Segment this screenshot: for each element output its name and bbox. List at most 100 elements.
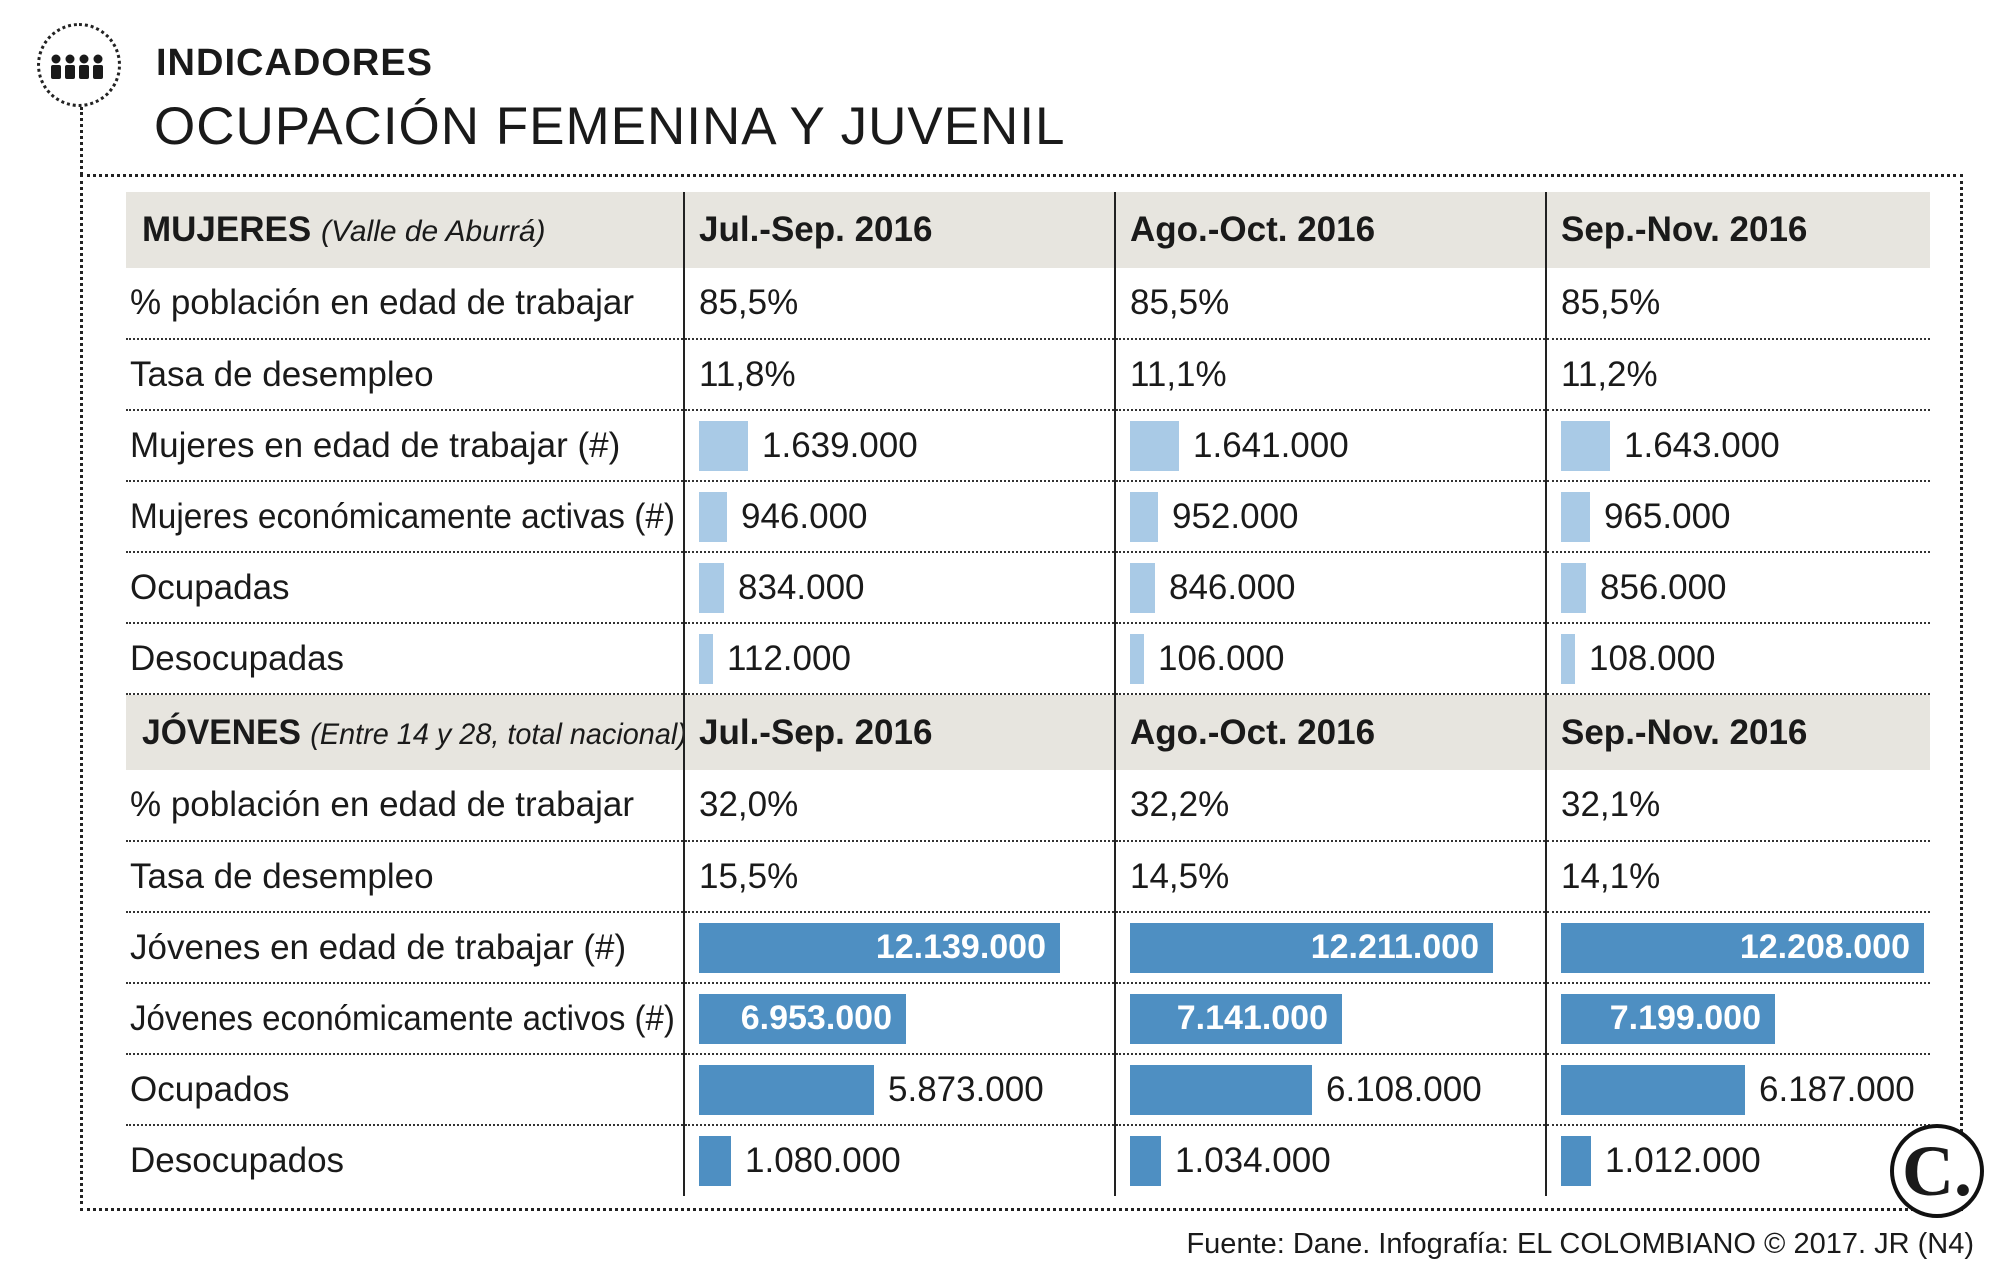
data-bar bbox=[1561, 491, 1590, 542]
bar-wrap: 1.012.000 bbox=[1561, 1136, 1930, 1186]
row-label: Ocupados bbox=[126, 1054, 684, 1126]
people-group-icon bbox=[37, 23, 121, 107]
bar-cell: 1.080.000 bbox=[683, 1125, 1115, 1196]
row-label: Tasa de desempleo bbox=[126, 841, 684, 913]
bar-cell: 106.000 bbox=[1114, 623, 1546, 695]
bar-value-label: 946.000 bbox=[741, 496, 868, 536]
value-cell: 11,1% bbox=[1114, 339, 1546, 411]
table-row: Desocupadas 112.000 106.000 108.000 bbox=[126, 623, 1930, 695]
row-label: Desocupadas bbox=[126, 623, 684, 695]
row-label: Jóvenes en edad de trabajar (#) bbox=[126, 912, 684, 984]
value-cell: 14,1% bbox=[1545, 841, 1930, 913]
value-cell: 32,1% bbox=[1545, 770, 1930, 842]
data-bar: 12.211.000 bbox=[1130, 922, 1493, 973]
data-bar: 12.208.000 bbox=[1561, 922, 1924, 973]
infographic-frame bbox=[80, 174, 1963, 1211]
table-row: Jóvenes económicamente activos (#) 6.953.… bbox=[126, 983, 1930, 1055]
data-bar bbox=[1130, 420, 1179, 471]
period-header: Jul.-Sep. 2016 bbox=[683, 192, 1115, 268]
row-label: Tasa de desempleo bbox=[126, 339, 684, 411]
bar-value-label: 1.012.000 bbox=[1605, 1141, 1761, 1180]
value-cell: 14,5% bbox=[1114, 841, 1546, 913]
section-note: (Valle de Aburrá) bbox=[320, 215, 546, 248]
bar-value-label: 106.000 bbox=[1158, 638, 1285, 678]
bar-value-label: 12.211.000 bbox=[1310, 928, 1479, 966]
bar-wrap: 1.080.000 bbox=[699, 1136, 1114, 1186]
bar-value-label: 7.199.000 bbox=[1609, 999, 1761, 1037]
bar-value-label: 965.000 bbox=[1604, 496, 1731, 536]
value-cell: 11,8% bbox=[683, 339, 1115, 411]
section-header-row: MUJERES (Valle de Aburrá) Jul.-Sep. 2016 A… bbox=[126, 192, 1930, 268]
bar-wrap: 1.641.000 bbox=[1130, 420, 1545, 471]
bar-cell: 7.141.000 bbox=[1114, 983, 1546, 1055]
data-bar bbox=[699, 420, 748, 471]
section-header-row: JÓVENES (Entre 14 y 28, total nacional) J… bbox=[126, 694, 1930, 770]
table-row: Tasa de desempleo 15,5% 14,5% 14,1% bbox=[126, 841, 1930, 913]
bar-wrap: 12.208.000 bbox=[1561, 922, 1930, 973]
section-kicker: INDICADORES bbox=[156, 42, 434, 84]
bar-cell: 1.034.000 bbox=[1114, 1125, 1546, 1196]
bar-cell: 946.000 bbox=[683, 481, 1115, 553]
bar-value-label: 846.000 bbox=[1169, 567, 1296, 607]
bar-wrap: 846.000 bbox=[1130, 562, 1545, 613]
bar-wrap: 6.108.000 bbox=[1130, 1064, 1545, 1115]
value-cell: 32,0% bbox=[683, 770, 1115, 842]
bar-wrap: 1.643.000 bbox=[1561, 420, 1930, 471]
table-row: Mujeres económicamente activas (#) 946.00… bbox=[126, 481, 1930, 553]
bar-value-label: 1.034.000 bbox=[1175, 1141, 1331, 1180]
bar-value-label: 856.000 bbox=[1600, 567, 1727, 607]
data-bar bbox=[699, 562, 724, 613]
value-cell: 15,5% bbox=[683, 841, 1115, 913]
bar-value-label: 7.141.000 bbox=[1176, 999, 1328, 1037]
data-bar bbox=[1130, 491, 1158, 542]
data-bar bbox=[1561, 1136, 1591, 1186]
bar-wrap: 965.000 bbox=[1561, 491, 1930, 542]
bar-wrap: 7.141.000 bbox=[1130, 993, 1545, 1044]
data-bar bbox=[1130, 1064, 1312, 1115]
value-cell: 11,2% bbox=[1545, 339, 1930, 411]
data-bar bbox=[1561, 420, 1610, 471]
bar-cell: 12.139.000 bbox=[683, 912, 1115, 984]
table-row: % población en edad de trabajar 85,5% 85,5… bbox=[126, 268, 1930, 340]
bar-cell: 12.208.000 bbox=[1545, 912, 1930, 984]
bar-value-label: 6.953.000 bbox=[740, 999, 892, 1037]
bar-wrap: 112.000 bbox=[699, 633, 1114, 684]
value-cell: 85,5% bbox=[1545, 268, 1930, 340]
bar-value-label: 1.080.000 bbox=[745, 1141, 901, 1180]
row-label: Ocupadas bbox=[126, 552, 684, 624]
bar-wrap: 6.187.000 bbox=[1561, 1064, 1930, 1115]
bar-wrap: 106.000 bbox=[1130, 633, 1545, 684]
period-header: Jul.-Sep. 2016 bbox=[683, 694, 1115, 770]
row-label: % población en edad de trabajar bbox=[126, 770, 684, 842]
bar-wrap: 12.139.000 bbox=[699, 922, 1114, 973]
bar-value-label: 952.000 bbox=[1172, 496, 1299, 536]
data-bar bbox=[1561, 1064, 1745, 1115]
bar-cell: 6.187.000 bbox=[1545, 1054, 1930, 1126]
table-row: Mujeres en edad de trabajar (#) 1.639.000… bbox=[126, 410, 1930, 482]
period-header: Sep.-Nov. 2016 bbox=[1545, 192, 1930, 268]
bar-cell: 6.953.000 bbox=[683, 983, 1115, 1055]
bar-wrap: 108.000 bbox=[1561, 633, 1930, 684]
data-bar bbox=[1561, 562, 1586, 613]
bar-value-label: 1.639.000 bbox=[762, 425, 918, 465]
bar-value-label: 6.108.000 bbox=[1326, 1069, 1482, 1109]
row-label: Jóvenes económicamente activos (#) bbox=[126, 983, 684, 1055]
data-bar bbox=[699, 633, 713, 684]
row-label: Desocupados bbox=[130, 1141, 345, 1180]
bar-wrap: 6.953.000 bbox=[699, 993, 1114, 1044]
bar-wrap: 834.000 bbox=[699, 562, 1114, 613]
data-bar bbox=[699, 1136, 731, 1186]
indicators-table: MUJERES (Valle de Aburrá) Jul.-Sep. 2016 A… bbox=[126, 192, 1930, 1196]
section-header-label: MUJERES (Valle de Aburrá) bbox=[126, 192, 684, 268]
bar-value-label: 108.000 bbox=[1589, 638, 1716, 678]
section-name: MUJERES bbox=[142, 210, 312, 249]
bar-value-label: 1.641.000 bbox=[1193, 425, 1349, 465]
bar-wrap: 7.199.000 bbox=[1561, 993, 1930, 1044]
data-bar: 6.953.000 bbox=[699, 993, 906, 1044]
bar-cell: 12.211.000 bbox=[1114, 912, 1546, 984]
row-label: % población en edad de trabajar bbox=[126, 268, 684, 340]
row-label: Mujeres en edad de trabajar (#) bbox=[126, 410, 684, 482]
bar-value-label: 834.000 bbox=[738, 567, 865, 607]
connector-line bbox=[80, 107, 83, 175]
chart-title: OCUPACIÓN FEMENINA Y JUVENIL bbox=[154, 97, 1066, 156]
